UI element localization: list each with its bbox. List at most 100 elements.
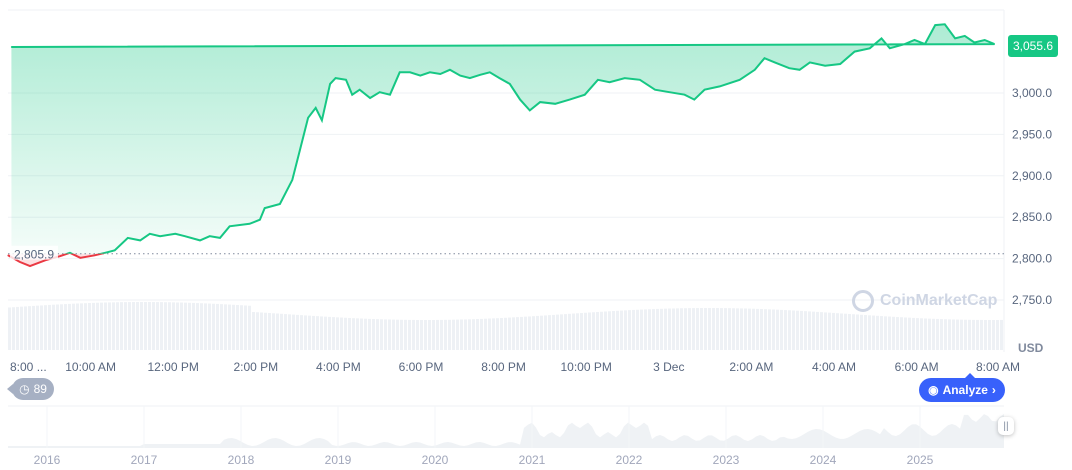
volume-bar: [700, 308, 703, 350]
volume-bar: [12, 307, 15, 350]
volume-bar: [996, 319, 999, 350]
price-point: [954, 37, 956, 39]
volume-bar: [108, 302, 111, 350]
volume-bar: [636, 309, 639, 350]
volume-bar: [620, 310, 623, 350]
volume-bar: [724, 308, 727, 350]
volume-bar: [568, 313, 571, 350]
navigator-year-label: 2016: [34, 453, 61, 467]
volume-bar: [116, 302, 119, 350]
volume-bar: [880, 316, 883, 350]
volume-bar: [576, 313, 579, 350]
x-tick-label: 4:00 AM: [812, 360, 856, 374]
price-point: [229, 225, 231, 227]
volume-bar: [928, 318, 931, 350]
price-point: [824, 65, 826, 67]
volume-bar: [496, 318, 499, 350]
volume-bar: [936, 318, 939, 350]
volume-bar: [312, 315, 315, 350]
price-point: [139, 239, 141, 241]
volume-bar: [432, 319, 435, 350]
volume-bar: [400, 319, 403, 350]
price-point: [509, 83, 511, 85]
price-point: [279, 203, 281, 205]
volume-bar: [952, 319, 955, 350]
analyze-button[interactable]: ◉ Analyze ›: [919, 373, 1005, 402]
volume-bar: [968, 319, 971, 350]
volume-bar: [244, 305, 247, 350]
price-area-up: [11, 24, 995, 254]
price-point: [249, 223, 251, 225]
navigator-area[interactable]: [8, 414, 1004, 448]
volume-bar: [780, 309, 783, 350]
price-point: [498, 77, 501, 79]
volume-bar: [708, 308, 711, 350]
volume-bar: [240, 305, 243, 350]
volume-bar: [800, 310, 803, 350]
price-point: [597, 79, 599, 81]
volume-bar: [204, 303, 207, 350]
volume-bar: [856, 314, 859, 350]
volume-bar: [572, 313, 575, 350]
navigator-year-label: 2023: [713, 453, 740, 467]
navigator-year-label: 2019: [325, 453, 352, 467]
price-point: [59, 255, 61, 257]
volume-bar: [60, 304, 63, 350]
volume-bar: [172, 302, 175, 350]
baseline-label-bg: [10, 245, 58, 260]
price-point: [389, 94, 391, 96]
y-tick-label: 2,900.0: [1012, 169, 1052, 183]
volume-bar: [772, 309, 775, 350]
price-point: [94, 254, 96, 256]
price-point: [449, 69, 451, 71]
volume-bar: [764, 309, 767, 350]
currency-label: USD: [1018, 341, 1044, 355]
volume-bar: [976, 319, 979, 350]
volume-bar: [28, 306, 31, 350]
price-point: [219, 237, 221, 239]
volume-bar: [564, 314, 567, 350]
price-point: [419, 75, 421, 77]
price-point: [104, 252, 106, 254]
volume-bar: [584, 312, 587, 350]
volume-bar: [80, 303, 83, 350]
volume-bar: [808, 311, 811, 350]
volume-bar: [852, 314, 855, 350]
price-point: [924, 43, 926, 45]
volume-bar: [456, 319, 459, 350]
price-point: [469, 77, 471, 79]
volume-bar: [660, 308, 663, 350]
volume-bar: [336, 317, 339, 350]
price-point: [739, 79, 741, 81]
navigator-year-label: 2025: [907, 453, 934, 467]
volume-bar: [776, 309, 779, 350]
volume-bar: [792, 310, 795, 350]
volume-bar: [16, 306, 19, 350]
price-point: [299, 149, 301, 151]
volume-bar: [904, 317, 907, 350]
volume-bar: [280, 313, 283, 350]
price-point: [10, 46, 13, 48]
volume-bar: [284, 314, 287, 350]
volume-bar: [956, 319, 959, 350]
volume-bar: [476, 319, 479, 350]
volume-bar: [388, 319, 391, 350]
price-point: [259, 219, 261, 221]
volume-bar: [396, 319, 399, 350]
volume-bar: [836, 313, 839, 350]
watermark-text: CoinMarketCap: [880, 292, 998, 309]
analyze-icon: ◉: [928, 383, 939, 397]
navigator-year-label: 2018: [228, 453, 255, 467]
history-button[interactable]: ◷ 89: [7, 378, 54, 400]
volume-bar: [416, 319, 419, 350]
navigator-handle[interactable]: ||: [998, 417, 1014, 435]
price-point: [439, 73, 441, 75]
volume-bar: [964, 319, 967, 350]
volume-bar: [528, 316, 531, 350]
price-point: [529, 109, 531, 111]
volume-bar: [448, 319, 451, 350]
volume-bar: [404, 319, 407, 350]
price-point: [788, 67, 790, 69]
